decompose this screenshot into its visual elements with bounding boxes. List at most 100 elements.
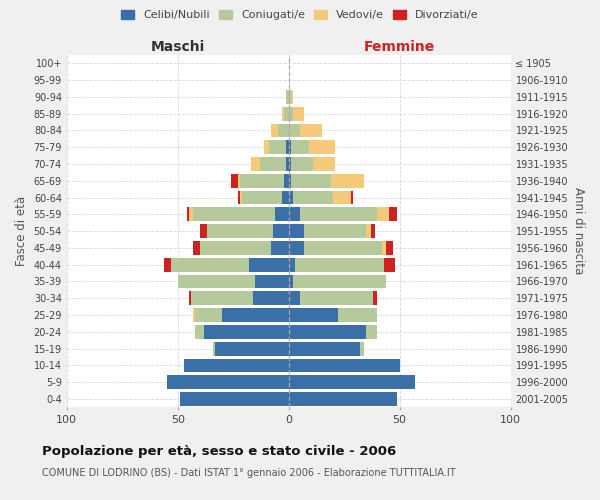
Bar [291, 90, 293, 104]
Bar [200, 241, 271, 255]
Bar [222, 308, 289, 322]
Bar [338, 308, 377, 322]
Bar [386, 241, 393, 255]
Bar [284, 107, 289, 120]
Bar [284, 174, 289, 188]
Bar [293, 107, 304, 120]
Bar [215, 342, 289, 355]
Bar [304, 241, 382, 255]
Bar [331, 174, 364, 188]
Bar [289, 140, 291, 154]
Text: Maschi: Maschi [151, 40, 205, 54]
Bar [367, 224, 371, 238]
Text: Popolazione per età, sesso e stato civile - 2006: Popolazione per età, sesso e stato civil… [42, 445, 396, 458]
Bar [289, 174, 291, 188]
Bar [289, 190, 293, 204]
Legend: Celibi/Nubili, Coniugati/e, Vedovi/e, Divorziati/e: Celibi/Nubili, Coniugati/e, Vedovi/e, Di… [117, 6, 483, 25]
Bar [278, 124, 289, 138]
Bar [238, 174, 240, 188]
Bar [300, 208, 377, 221]
Bar [291, 157, 313, 171]
Bar [189, 292, 191, 305]
Bar [382, 241, 386, 255]
Bar [295, 258, 384, 272]
Bar [293, 274, 386, 288]
Bar [351, 190, 353, 204]
Bar [289, 241, 304, 255]
Bar [289, 107, 293, 120]
Bar [167, 376, 289, 389]
Bar [282, 190, 289, 204]
Bar [178, 274, 256, 288]
Bar [377, 208, 389, 221]
Bar [367, 325, 377, 338]
Bar [289, 124, 300, 138]
Bar [286, 140, 289, 154]
Bar [251, 157, 260, 171]
Bar [238, 190, 240, 204]
Bar [286, 157, 289, 171]
Bar [289, 376, 415, 389]
Bar [308, 140, 335, 154]
Bar [289, 308, 338, 322]
Bar [240, 174, 284, 188]
Bar [289, 274, 293, 288]
Bar [289, 358, 400, 372]
Bar [289, 90, 291, 104]
Bar [206, 224, 273, 238]
Bar [304, 224, 367, 238]
Bar [164, 258, 171, 272]
Bar [289, 208, 300, 221]
Bar [189, 208, 193, 221]
Bar [389, 208, 397, 221]
Bar [249, 258, 289, 272]
Bar [200, 224, 206, 238]
Bar [289, 157, 291, 171]
Bar [264, 140, 269, 154]
Bar [253, 292, 289, 305]
Text: Femmine: Femmine [364, 40, 435, 54]
Bar [271, 124, 278, 138]
Bar [300, 292, 373, 305]
Bar [286, 90, 289, 104]
Bar [289, 292, 300, 305]
Bar [269, 140, 286, 154]
Bar [360, 342, 364, 355]
Bar [271, 241, 289, 255]
Text: COMUNE DI LODRINO (BS) - Dati ISTAT 1° gennaio 2006 - Elaborazione TUTTITALIA.IT: COMUNE DI LODRINO (BS) - Dati ISTAT 1° g… [42, 468, 455, 477]
Y-axis label: Anni di nascita: Anni di nascita [572, 188, 585, 275]
Bar [371, 224, 375, 238]
Bar [384, 258, 395, 272]
Bar [293, 190, 333, 204]
Bar [193, 208, 275, 221]
Bar [205, 325, 289, 338]
Bar [289, 258, 295, 272]
Bar [180, 392, 289, 406]
Bar [171, 258, 249, 272]
Bar [187, 208, 189, 221]
Bar [260, 157, 286, 171]
Bar [213, 342, 215, 355]
Bar [289, 392, 397, 406]
Bar [289, 342, 360, 355]
Bar [193, 308, 196, 322]
Bar [333, 190, 351, 204]
Bar [231, 174, 238, 188]
Bar [291, 174, 331, 188]
Bar [191, 292, 253, 305]
Bar [240, 190, 242, 204]
Bar [289, 325, 367, 338]
Bar [196, 308, 222, 322]
Bar [313, 157, 335, 171]
Bar [300, 124, 322, 138]
Bar [193, 241, 200, 255]
Bar [282, 107, 284, 120]
Bar [256, 274, 289, 288]
Bar [275, 208, 289, 221]
Y-axis label: Fasce di età: Fasce di età [15, 196, 28, 266]
Bar [242, 190, 282, 204]
Bar [196, 325, 205, 338]
Bar [289, 224, 304, 238]
Bar [373, 292, 377, 305]
Bar [184, 358, 289, 372]
